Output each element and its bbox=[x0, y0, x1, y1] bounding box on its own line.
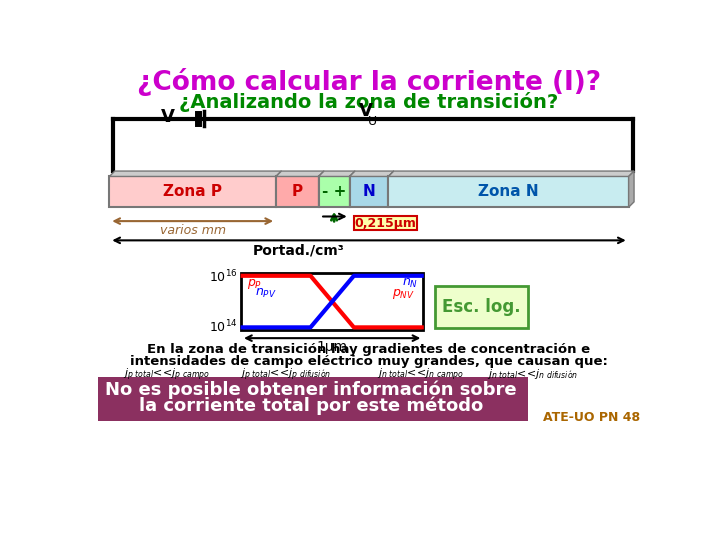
Text: $p_{NV}$: $p_{NV}$ bbox=[392, 287, 415, 301]
Text: V: V bbox=[359, 102, 373, 120]
Polygon shape bbox=[629, 171, 634, 207]
Text: N: N bbox=[363, 184, 375, 199]
Text: Portad./cm³: Portad./cm³ bbox=[253, 244, 344, 258]
Text: V: V bbox=[161, 108, 174, 126]
Text: ATE-UO PN 48: ATE-UO PN 48 bbox=[543, 411, 640, 424]
Polygon shape bbox=[276, 171, 282, 207]
Text: $n_N$: $n_N$ bbox=[402, 278, 418, 291]
Bar bbox=[109, 177, 276, 207]
Text: No es posible obtener información sobre: No es posible obtener información sobre bbox=[105, 381, 517, 399]
Polygon shape bbox=[109, 171, 282, 177]
Polygon shape bbox=[319, 171, 355, 177]
Text: ¿Analizando la zona de transición?: ¿Analizando la zona de transición? bbox=[179, 92, 559, 112]
Bar bbox=[98, 377, 528, 421]
Text: la corriente total por este método: la corriente total por este método bbox=[139, 397, 483, 415]
Polygon shape bbox=[350, 171, 394, 177]
Text: $10^{16}$: $10^{16}$ bbox=[210, 268, 238, 285]
Text: 1μm: 1μm bbox=[317, 340, 348, 354]
Text: $10^{14}$: $10^{14}$ bbox=[210, 318, 238, 335]
Text: Zona P: Zona P bbox=[163, 184, 222, 199]
Polygon shape bbox=[319, 171, 324, 207]
Polygon shape bbox=[388, 171, 394, 207]
Text: En la zona de transición hay gradientes de concentración e: En la zona de transición hay gradientes … bbox=[148, 343, 590, 356]
Text: - +: - + bbox=[322, 184, 346, 199]
Polygon shape bbox=[388, 171, 634, 177]
Bar bbox=[241, 273, 423, 330]
Text: $n_{PV}$: $n_{PV}$ bbox=[255, 287, 276, 300]
Text: ¿Cómo calcular la corriente (I)?: ¿Cómo calcular la corriente (I)? bbox=[137, 68, 601, 96]
Text: $p_P$: $p_P$ bbox=[248, 278, 263, 291]
Bar bbox=[354, 217, 417, 231]
Text: U: U bbox=[367, 115, 377, 128]
Bar bbox=[319, 177, 350, 207]
Text: Esc. log.: Esc. log. bbox=[442, 298, 521, 316]
Text: $j_{n\ total}$<<$j_{n\ campo}$: $j_{n\ total}$<<$j_{n\ campo}$ bbox=[377, 366, 464, 382]
Bar bbox=[435, 286, 528, 328]
Text: P: P bbox=[292, 184, 303, 199]
Text: Zona N: Zona N bbox=[478, 184, 539, 199]
Polygon shape bbox=[350, 171, 355, 207]
Text: $j_{n\ total}$<<$j_{n\ difusi\acute{o}n}$: $j_{n\ total}$<<$j_{n\ difusi\acute{o}n}… bbox=[487, 367, 578, 381]
Text: 0,215μm: 0,215μm bbox=[354, 217, 416, 230]
Bar bbox=[388, 177, 629, 207]
Text: varios mm: varios mm bbox=[160, 224, 225, 237]
Bar bbox=[350, 177, 388, 207]
Text: $j_{p\ total}$<<$j_{p\ campo}$: $j_{p\ total}$<<$j_{p\ campo}$ bbox=[122, 366, 210, 382]
Bar bbox=[276, 177, 319, 207]
Text: $j_{p\ total}$<<$j_{p\ difusi\acute{o}n}$: $j_{p\ total}$<<$j_{p\ difusi\acute{o}n}… bbox=[240, 366, 331, 382]
Polygon shape bbox=[276, 171, 324, 177]
Text: intensidades de campo eléctrico muy grandes, que causan que:: intensidades de campo eléctrico muy gran… bbox=[130, 355, 608, 368]
